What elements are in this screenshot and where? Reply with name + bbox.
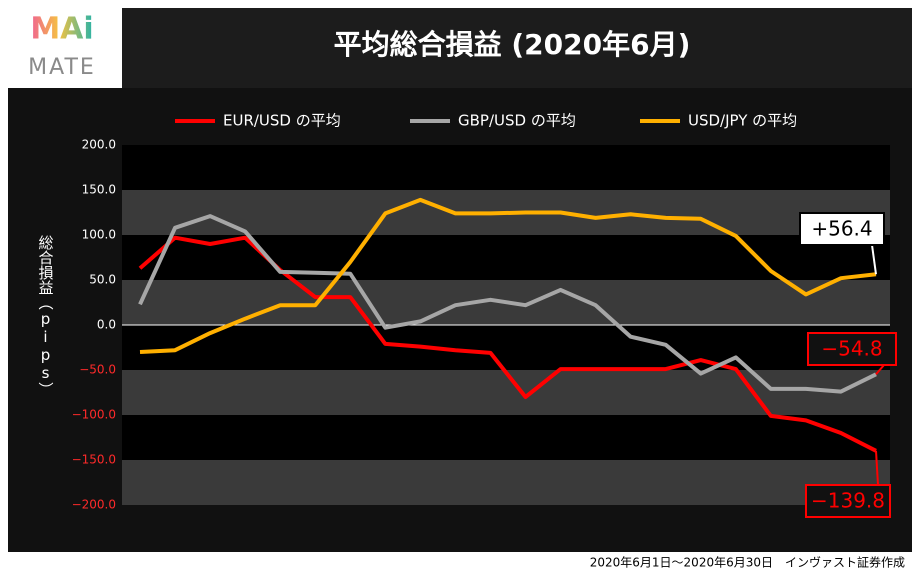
y-tick-label: 0.0 <box>97 318 116 332</box>
logo-top: MAi <box>30 12 93 47</box>
grid-band <box>122 370 890 415</box>
series-line <box>139 197 877 354</box>
annotation-pointer <box>871 244 877 275</box>
annotation-pointer <box>875 364 885 375</box>
legend-label: EUR/USD の平均 <box>223 112 341 130</box>
annotation-pointer <box>875 450 879 486</box>
annotation-box <box>807 332 897 366</box>
y-axis-label: 総合損益（pips） <box>37 235 55 397</box>
y-tick-label: −150.0 <box>72 453 116 467</box>
chart-title: 平均総合損益 (2020年6月) <box>334 28 691 61</box>
series-line <box>138 214 877 394</box>
y-tick-label: −100.0 <box>72 408 116 422</box>
y-tick-label: −50.0 <box>79 363 116 377</box>
grid-band <box>122 460 890 505</box>
logo-bottom: MATE <box>28 55 96 80</box>
y-tick-label: 100.0 <box>82 228 116 242</box>
grid-band <box>122 415 890 460</box>
title-bar <box>122 8 912 88</box>
annotation-label: −139.8 <box>811 489 885 513</box>
y-tick-label: −200.0 <box>72 498 116 512</box>
annotation-box <box>805 484 891 518</box>
annotation-label: −54.8 <box>821 337 882 361</box>
y-tick-label: 50.0 <box>89 273 116 287</box>
grid-band <box>122 145 890 190</box>
annotation-box <box>799 212 885 246</box>
y-tick-label: 200.0 <box>82 138 116 152</box>
legend-label: USD/JPY の平均 <box>688 112 797 130</box>
annotation-label: +56.4 <box>811 217 872 241</box>
y-tick-label: 150.0 <box>82 183 116 197</box>
footer: 2020年6月1日～2020年6月30日 インヴァスト証券作成 <box>590 555 905 570</box>
grid-band <box>122 325 890 370</box>
legend-label: GBP/USD の平均 <box>458 112 576 130</box>
